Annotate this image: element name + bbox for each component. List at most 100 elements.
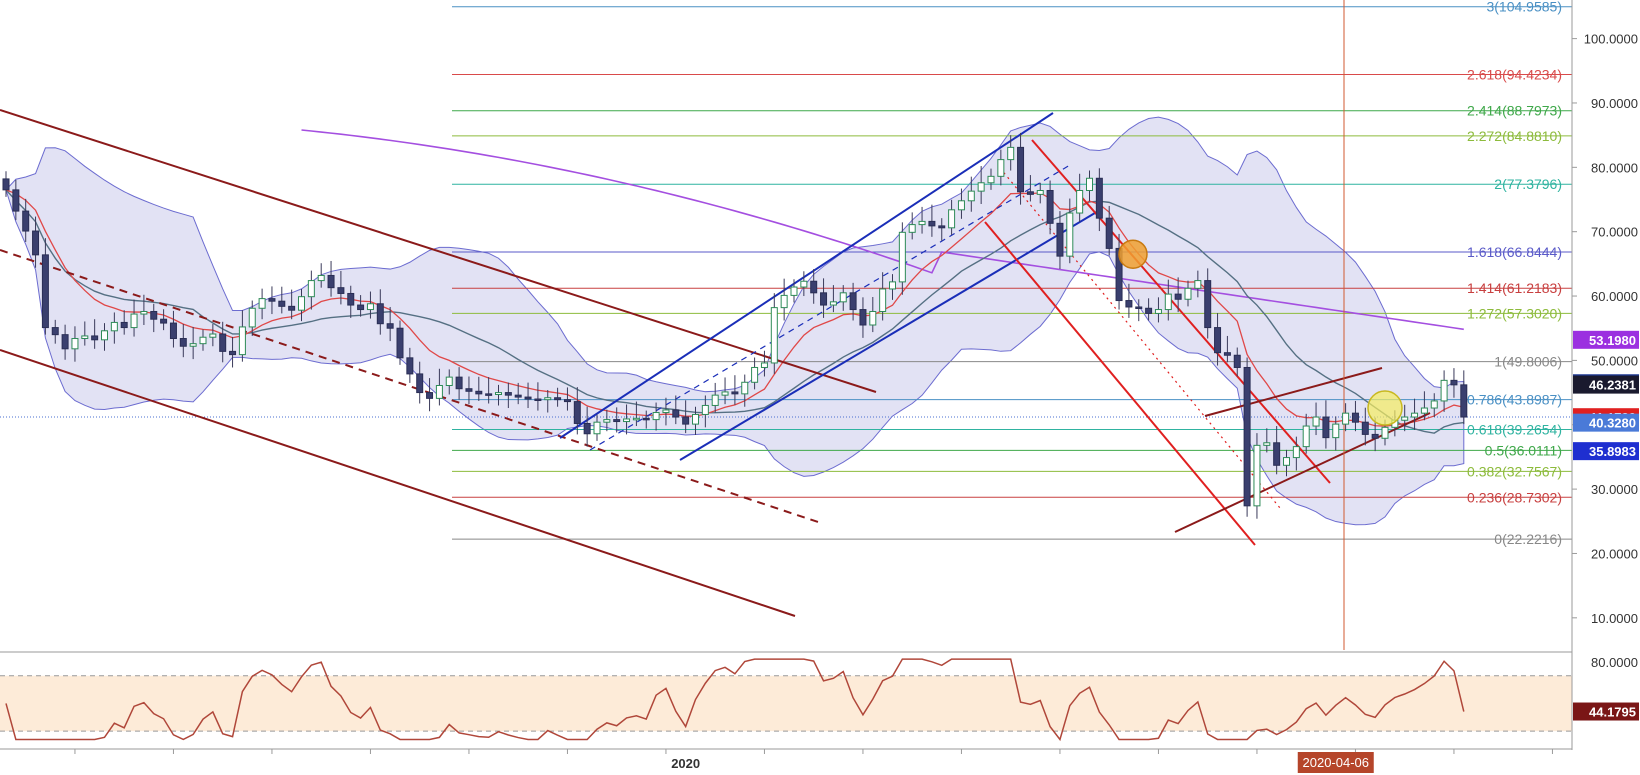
- fib-level-label: 0.236(28.7302): [1467, 489, 1562, 505]
- price-tick-label: 20.0000: [1591, 546, 1638, 561]
- candle-body: [1450, 379, 1458, 386]
- candle-body: [406, 357, 414, 375]
- candle-body: [967, 190, 975, 202]
- price-tick-label: 70.0000: [1591, 225, 1638, 240]
- candle-body: [603, 419, 611, 423]
- highlighted-date-label: 2020-04-06: [1303, 755, 1370, 770]
- candle-body: [810, 280, 818, 294]
- candle-body: [879, 288, 887, 312]
- candle-body: [928, 220, 936, 227]
- candle-body: [1135, 306, 1143, 309]
- fib-level-label: 0.382(32.7567): [1467, 463, 1562, 479]
- price-axis[interactable]: 100.0000 90.0000 80.0000 70.0000 60.0000 50.0…: [1571, 0, 1640, 775]
- rsi-last-badge: [1573, 702, 1639, 721]
- fib-level-label: 3(104.9585): [1486, 0, 1562, 15]
- fib-level-label: 2.414(88.7973): [1467, 103, 1562, 119]
- candle-body: [495, 392, 502, 396]
- fib-level-label: 2(77.3796): [1494, 176, 1562, 192]
- candle-body: [1017, 146, 1025, 193]
- candle-body: [1145, 307, 1153, 314]
- candle-body: [238, 326, 246, 356]
- rsi-pane[interactable]: [0, 658, 1572, 742]
- candle-body: [1411, 412, 1419, 418]
- candle-body: [1007, 146, 1015, 161]
- candle-body: [189, 343, 197, 347]
- candle-body: [780, 294, 788, 309]
- candle-body: [140, 310, 148, 315]
- fib-level-label: 1(49.8006): [1494, 354, 1562, 370]
- candle-body: [977, 182, 985, 192]
- candle-body: [682, 416, 690, 425]
- candle-body: [751, 366, 759, 383]
- candle-body: [790, 286, 798, 296]
- candle-body: [593, 421, 601, 435]
- candle-body: [623, 418, 631, 423]
- trend-channel-mid: [0, 249, 819, 523]
- candle-body: [1273, 442, 1281, 466]
- candle-body: [327, 274, 335, 289]
- candle-body: [475, 390, 483, 395]
- candle-body: [573, 401, 581, 424]
- highlight-circle-yellow: [1367, 390, 1403, 426]
- candle-body: [908, 224, 916, 233]
- candle-body: [1105, 217, 1113, 249]
- candle-body: [889, 281, 896, 290]
- candle-body: [554, 397, 562, 401]
- candle-body: [672, 409, 680, 418]
- candle-body: [1401, 416, 1409, 421]
- candle-body: [1115, 247, 1123, 302]
- time-axis[interactable]: 2020 2020-04-06: [0, 748, 1572, 773]
- candle-body: [1056, 222, 1064, 257]
- candle-body: [731, 391, 739, 395]
- candle-body: [1164, 293, 1172, 311]
- rsi-tick-label: 80.0000: [1591, 655, 1638, 670]
- candle-body: [1086, 177, 1093, 191]
- candle-body: [426, 392, 434, 399]
- candle-body: [642, 417, 650, 421]
- rsi-line: [5, 658, 1465, 742]
- candle-body: [337, 287, 345, 294]
- price-badge: [1573, 375, 1639, 394]
- candle-body: [820, 292, 828, 306]
- fib-level-label: 1.414(61.2183): [1467, 280, 1562, 296]
- candle-body: [1381, 426, 1389, 439]
- rising-channel-upper: [559, 112, 1054, 439]
- candle-body: [81, 335, 89, 340]
- fib-level-label: 0(22.2216): [1494, 531, 1562, 547]
- candle-body: [150, 310, 158, 320]
- candle-body: [465, 388, 473, 392]
- candle-body: [1302, 425, 1310, 448]
- candle-body: [1430, 400, 1438, 409]
- long-moving-average: [301, 129, 1464, 331]
- candle-body: [288, 305, 296, 311]
- candle-body: [800, 280, 808, 288]
- fib-level-label: 0.786(43.8987): [1467, 392, 1562, 408]
- candle-body: [1292, 446, 1300, 459]
- candle-body: [583, 422, 591, 435]
- candle-body: [71, 338, 79, 350]
- rsi-band-fill: [0, 675, 1572, 732]
- candle-body: [435, 384, 443, 399]
- candle-body: [376, 303, 384, 325]
- candle-body: [455, 376, 463, 390]
- candle-body: [1243, 366, 1251, 507]
- falling-channel-lower: [984, 221, 1256, 546]
- candle-body: [692, 413, 699, 425]
- candle-body: [307, 280, 315, 298]
- candle-body: [524, 396, 532, 400]
- candle-body: [662, 409, 670, 414]
- candle-body: [416, 373, 424, 394]
- main-price-pane[interactable]: 3(104.9585) 2.618(94.4234) 2.414(88.7973) 2…: [0, 0, 1640, 653]
- candle-body: [445, 376, 453, 386]
- candle-body: [317, 274, 325, 282]
- candle-body: [898, 231, 906, 283]
- candle-body: [1371, 433, 1379, 439]
- candle-body: [839, 292, 847, 303]
- candle-body: [258, 298, 266, 309]
- candle-body: [278, 300, 286, 307]
- price-tick-label: 60.0000: [1591, 289, 1638, 304]
- candle-body: [1194, 280, 1202, 289]
- price-badge-label: 46.2381: [1589, 378, 1636, 393]
- candle-body: [209, 333, 217, 338]
- price-tick-label: 10.0000: [1591, 611, 1638, 626]
